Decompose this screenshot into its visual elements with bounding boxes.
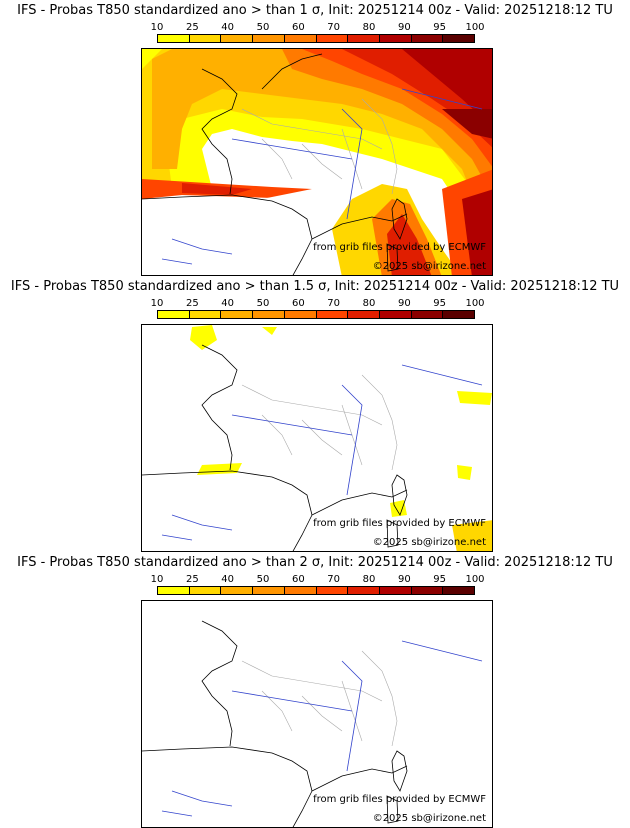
colorbar-segment [348,311,380,318]
borders [241,374,398,471]
panel-title: IFS - Probas T850 standardized ano > tha… [17,555,613,570]
colorbar-tick-label: 95 [433,298,447,309]
colorbar-segment [411,35,444,42]
colorbar [157,310,475,319]
colorbar-segment [284,311,317,318]
colorbar-segment [411,311,444,318]
colorbar-segment [253,587,285,594]
probability-field [142,49,492,275]
colorbar-segment [189,35,222,42]
colorbar-tick-label: 50 [256,298,270,309]
colorbar [157,34,475,43]
credit-copyright: ©2025 sb@irizone.net [372,261,486,272]
colorbar-tick-label: 80 [362,574,376,585]
panel-2-sigma: IFS - Probas T850 standardized ano > tha… [0,552,630,828]
borders [241,98,398,195]
colorbar-segment [158,587,190,594]
colorbar-tick-label: 80 [362,298,376,309]
panel-1-sigma: IFS - Probas T850 standardized ano > tha… [0,0,630,276]
panel-title: IFS - Probas T850 standardized ano > tha… [17,3,613,18]
map-canvas [142,49,492,275]
colorbar-tick-label: 95 [433,574,447,585]
colorbar-tick-label: 60 [291,574,305,585]
colorbar-segment [221,311,254,318]
colorbar-tick-label: 90 [397,298,411,309]
coastlines [142,620,408,827]
credit-source: from grib files provided by ECMWF [313,794,486,805]
colorbar-tick-label: 60 [291,22,305,33]
borders [241,650,398,747]
colorbar-segment [221,587,254,594]
colorbar-segment [379,587,412,594]
panel-1-5-sigma: IFS - Probas T850 standardized ano > tha… [0,276,630,552]
colorbar-segment [443,35,475,42]
colorbar-segment [443,311,475,318]
credit-source: from grib files provided by ECMWF [313,242,486,253]
map-2-sigma: from grib files provided by ECMWF ©2025 … [141,600,493,828]
coastlines [142,344,408,551]
colorbar-tick-label: 90 [397,574,411,585]
colorbar-segment [284,35,317,42]
panel-title: IFS - Probas T850 standardized ano > tha… [10,279,620,294]
rivers [161,640,483,817]
credit-copyright: ©2025 sb@irizone.net [372,537,486,548]
colorbar-tick-label: 10 [150,574,164,585]
map-canvas [142,325,492,551]
credit-source: from grib files provided by ECMWF [313,518,486,529]
rivers [161,88,483,265]
coastlines [142,53,408,275]
colorbar-tick-label: 25 [185,574,199,585]
colorbar-tick-label: 50 [256,574,270,585]
colorbar-segment [379,311,412,318]
colorbar-segment [316,311,349,318]
colorbar-tick-label: 10 [150,22,164,33]
colorbar-segment [348,35,380,42]
rivers [161,364,483,541]
colorbar-tick-label: 70 [327,22,341,33]
colorbar [157,586,475,595]
colorbar-segment [189,311,222,318]
colorbar-tick-label: 100 [465,22,485,33]
colorbar-tick-label: 40 [221,574,235,585]
colorbar-tick-label: 25 [185,298,199,309]
colorbar-labels: 10 25 40 50 60 70 80 90 95 100 [145,574,491,586]
colorbar-segment [316,587,349,594]
colorbar-segment [253,311,285,318]
colorbar-segment [221,35,254,42]
colorbar-labels: 10 25 40 50 60 70 80 90 95 100 [145,298,491,310]
colorbar-segment [189,587,222,594]
colorbar-segment [158,35,190,42]
colorbar-tick-label: 90 [397,22,411,33]
colorbar-tick-label: 10 [150,298,164,309]
colorbar-tick-label: 80 [362,22,376,33]
colorbar-segment [379,35,412,42]
colorbar-tick-label: 50 [256,22,270,33]
colorbar-segment [348,587,380,594]
map-canvas [142,620,483,827]
map-1-5-sigma: from grib files provided by ECMWF ©2025 … [141,324,493,552]
credit-copyright: ©2025 sb@irizone.net [372,813,486,824]
colorbar-segment [158,311,190,318]
colorbar-segment [253,35,285,42]
colorbar-segment [316,35,349,42]
colorbar-tick-label: 95 [433,22,447,33]
colorbar-tick-label: 100 [465,298,485,309]
colorbar-tick-label: 40 [221,22,235,33]
colorbar-tick-label: 70 [327,298,341,309]
colorbar-segment [284,587,317,594]
colorbar-tick-label: 60 [291,298,305,309]
colorbar-labels: 10 25 40 50 60 70 80 90 95 100 [145,22,491,34]
colorbar-tick-label: 40 [221,298,235,309]
colorbar-segment [443,587,475,594]
colorbar-tick-label: 100 [465,574,485,585]
colorbar-segment [411,587,444,594]
colorbar-tick-label: 25 [185,22,199,33]
colorbar-tick-label: 70 [327,574,341,585]
map-1-sigma: from grib files provided by ECMWF ©2025 … [141,48,493,276]
